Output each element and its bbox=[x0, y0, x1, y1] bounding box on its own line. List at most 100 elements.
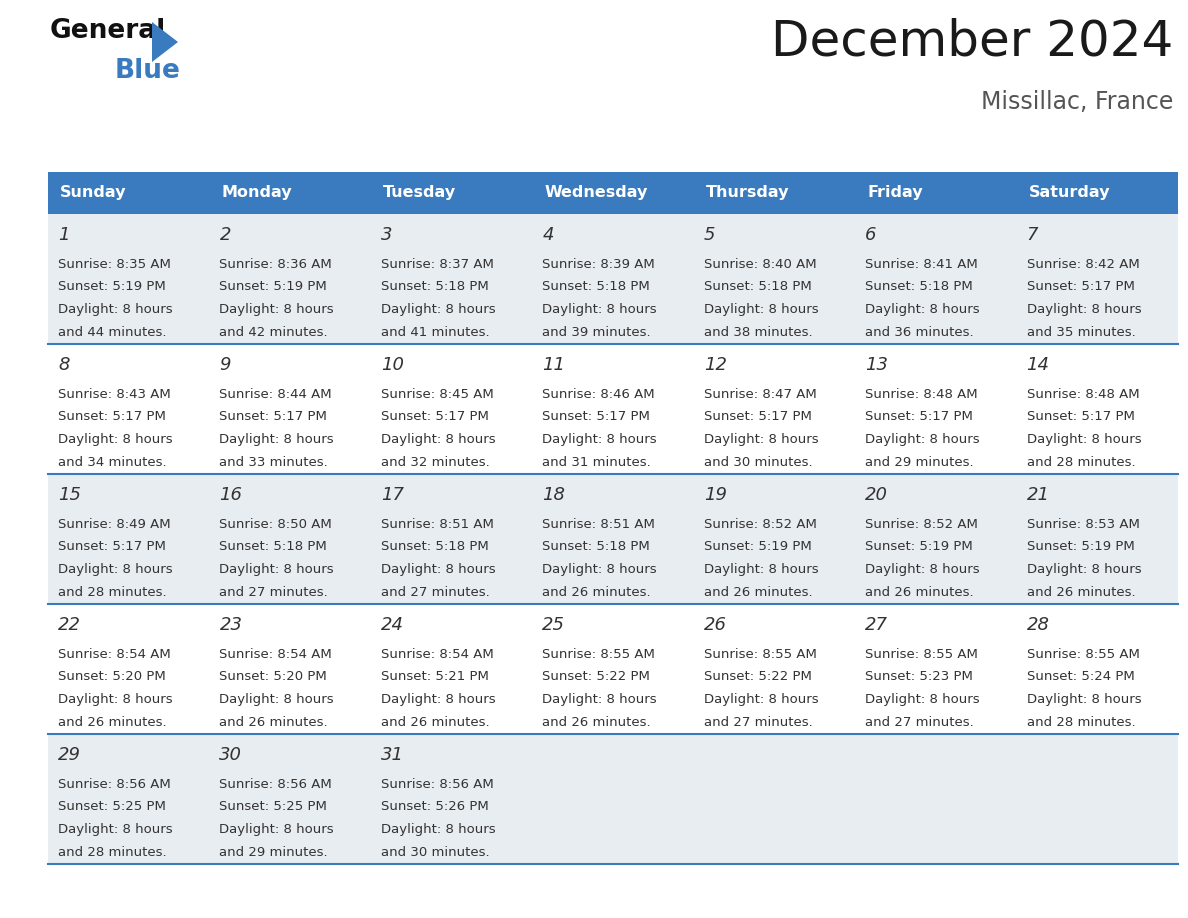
Text: Sunrise: 8:55 AM: Sunrise: 8:55 AM bbox=[542, 648, 655, 661]
Bar bbox=[209, 172, 371, 214]
Text: Sunrise: 8:46 AM: Sunrise: 8:46 AM bbox=[542, 388, 655, 401]
Text: Daylight: 8 hours: Daylight: 8 hours bbox=[381, 303, 495, 316]
Text: 8: 8 bbox=[58, 356, 70, 374]
Text: Blue: Blue bbox=[115, 58, 181, 84]
Text: 26: 26 bbox=[703, 616, 727, 634]
Text: 22: 22 bbox=[58, 616, 81, 634]
Text: and 26 minutes.: and 26 minutes. bbox=[381, 715, 489, 729]
Text: Sunrise: 8:50 AM: Sunrise: 8:50 AM bbox=[220, 518, 333, 531]
Text: Daylight: 8 hours: Daylight: 8 hours bbox=[220, 433, 334, 446]
Text: 11: 11 bbox=[542, 356, 565, 374]
Text: Sunrise: 8:52 AM: Sunrise: 8:52 AM bbox=[703, 518, 816, 531]
Text: and 33 minutes.: and 33 minutes. bbox=[220, 455, 328, 468]
Bar bbox=[532, 172, 694, 214]
Text: 17: 17 bbox=[381, 486, 404, 504]
Text: Sunrise: 8:35 AM: Sunrise: 8:35 AM bbox=[58, 258, 171, 271]
Text: Sunrise: 8:53 AM: Sunrise: 8:53 AM bbox=[1026, 518, 1139, 531]
Bar bbox=[1017, 172, 1178, 214]
Text: 19: 19 bbox=[703, 486, 727, 504]
Text: Sunset: 5:22 PM: Sunset: 5:22 PM bbox=[703, 670, 811, 684]
Text: Monday: Monday bbox=[221, 185, 292, 200]
Text: Sunset: 5:17 PM: Sunset: 5:17 PM bbox=[542, 410, 650, 423]
Text: December 2024: December 2024 bbox=[771, 18, 1173, 66]
Text: Sunrise: 8:47 AM: Sunrise: 8:47 AM bbox=[703, 388, 816, 401]
Text: Sunset: 5:18 PM: Sunset: 5:18 PM bbox=[542, 281, 650, 294]
Text: Sunrise: 8:54 AM: Sunrise: 8:54 AM bbox=[58, 648, 171, 661]
Text: Daylight: 8 hours: Daylight: 8 hours bbox=[865, 693, 980, 706]
Text: 29: 29 bbox=[58, 746, 81, 764]
Text: and 26 minutes.: and 26 minutes. bbox=[542, 586, 651, 599]
Text: Sunrise: 8:37 AM: Sunrise: 8:37 AM bbox=[381, 258, 494, 271]
Text: 30: 30 bbox=[220, 746, 242, 764]
Text: 18: 18 bbox=[542, 486, 565, 504]
Text: Daylight: 8 hours: Daylight: 8 hours bbox=[865, 303, 980, 316]
Text: and 27 minutes.: and 27 minutes. bbox=[865, 715, 974, 729]
Text: Sunrise: 8:49 AM: Sunrise: 8:49 AM bbox=[58, 518, 171, 531]
Text: and 39 minutes.: and 39 minutes. bbox=[542, 326, 651, 339]
Text: 21: 21 bbox=[1026, 486, 1049, 504]
Text: Sunrise: 8:39 AM: Sunrise: 8:39 AM bbox=[542, 258, 655, 271]
Bar bbox=[48, 172, 209, 214]
Text: 4: 4 bbox=[542, 226, 554, 244]
Text: and 26 minutes.: and 26 minutes. bbox=[58, 715, 166, 729]
Text: and 28 minutes.: and 28 minutes. bbox=[58, 586, 166, 599]
Text: Daylight: 8 hours: Daylight: 8 hours bbox=[381, 823, 495, 836]
Text: 16: 16 bbox=[220, 486, 242, 504]
Bar bbox=[694, 172, 855, 214]
Text: Sunrise: 8:55 AM: Sunrise: 8:55 AM bbox=[703, 648, 816, 661]
Text: Sunrise: 8:54 AM: Sunrise: 8:54 AM bbox=[220, 648, 333, 661]
Text: Daylight: 8 hours: Daylight: 8 hours bbox=[220, 303, 334, 316]
Text: 25: 25 bbox=[542, 616, 565, 634]
Text: Sunrise: 8:41 AM: Sunrise: 8:41 AM bbox=[865, 258, 978, 271]
Text: and 36 minutes.: and 36 minutes. bbox=[865, 326, 974, 339]
Text: Sunset: 5:25 PM: Sunset: 5:25 PM bbox=[220, 800, 328, 813]
Text: 1: 1 bbox=[58, 226, 70, 244]
Text: Sunset: 5:18 PM: Sunset: 5:18 PM bbox=[381, 281, 488, 294]
Text: Daylight: 8 hours: Daylight: 8 hours bbox=[865, 563, 980, 576]
Text: Sunrise: 8:45 AM: Sunrise: 8:45 AM bbox=[381, 388, 493, 401]
Text: Sunrise: 8:56 AM: Sunrise: 8:56 AM bbox=[58, 778, 171, 791]
Text: Daylight: 8 hours: Daylight: 8 hours bbox=[381, 433, 495, 446]
Text: and 29 minutes.: and 29 minutes. bbox=[865, 455, 974, 468]
Text: and 30 minutes.: and 30 minutes. bbox=[381, 845, 489, 858]
Text: Daylight: 8 hours: Daylight: 8 hours bbox=[220, 693, 334, 706]
Text: Daylight: 8 hours: Daylight: 8 hours bbox=[220, 823, 334, 836]
Text: and 28 minutes.: and 28 minutes. bbox=[58, 845, 166, 858]
Text: and 32 minutes.: and 32 minutes. bbox=[381, 455, 489, 468]
Bar bbox=[48, 214, 1178, 344]
Text: Tuesday: Tuesday bbox=[383, 185, 456, 200]
Text: and 34 minutes.: and 34 minutes. bbox=[58, 455, 166, 468]
Text: Friday: Friday bbox=[867, 185, 923, 200]
Text: Sunset: 5:17 PM: Sunset: 5:17 PM bbox=[58, 410, 166, 423]
Text: Sunset: 5:25 PM: Sunset: 5:25 PM bbox=[58, 800, 166, 813]
Text: Sunrise: 8:48 AM: Sunrise: 8:48 AM bbox=[865, 388, 978, 401]
Text: 23: 23 bbox=[220, 616, 242, 634]
Text: Sunset: 5:19 PM: Sunset: 5:19 PM bbox=[1026, 541, 1135, 554]
Text: 6: 6 bbox=[865, 226, 877, 244]
Text: and 27 minutes.: and 27 minutes. bbox=[703, 715, 813, 729]
Text: Thursday: Thursday bbox=[706, 185, 789, 200]
Text: 14: 14 bbox=[1026, 356, 1049, 374]
Text: and 44 minutes.: and 44 minutes. bbox=[58, 326, 166, 339]
Text: and 28 minutes.: and 28 minutes. bbox=[1026, 455, 1136, 468]
Text: Sunset: 5:19 PM: Sunset: 5:19 PM bbox=[220, 281, 327, 294]
Text: Sunset: 5:20 PM: Sunset: 5:20 PM bbox=[58, 670, 166, 684]
Text: Sunrise: 8:48 AM: Sunrise: 8:48 AM bbox=[1026, 388, 1139, 401]
Text: Sunset: 5:20 PM: Sunset: 5:20 PM bbox=[220, 670, 327, 684]
Text: Daylight: 8 hours: Daylight: 8 hours bbox=[58, 303, 172, 316]
Text: and 30 minutes.: and 30 minutes. bbox=[703, 455, 813, 468]
Text: Saturday: Saturday bbox=[1029, 185, 1110, 200]
Text: Sunrise: 8:44 AM: Sunrise: 8:44 AM bbox=[220, 388, 333, 401]
Text: 3: 3 bbox=[381, 226, 392, 244]
Text: 24: 24 bbox=[381, 616, 404, 634]
Text: Daylight: 8 hours: Daylight: 8 hours bbox=[58, 563, 172, 576]
Text: Sunset: 5:21 PM: Sunset: 5:21 PM bbox=[381, 670, 488, 684]
Text: Daylight: 8 hours: Daylight: 8 hours bbox=[542, 693, 657, 706]
Text: Daylight: 8 hours: Daylight: 8 hours bbox=[542, 433, 657, 446]
Text: Daylight: 8 hours: Daylight: 8 hours bbox=[1026, 563, 1142, 576]
Bar bbox=[48, 604, 1178, 734]
Text: Daylight: 8 hours: Daylight: 8 hours bbox=[542, 303, 657, 316]
Text: Sunset: 5:18 PM: Sunset: 5:18 PM bbox=[703, 281, 811, 294]
Text: 28: 28 bbox=[1026, 616, 1049, 634]
Text: Sunset: 5:18 PM: Sunset: 5:18 PM bbox=[220, 541, 327, 554]
